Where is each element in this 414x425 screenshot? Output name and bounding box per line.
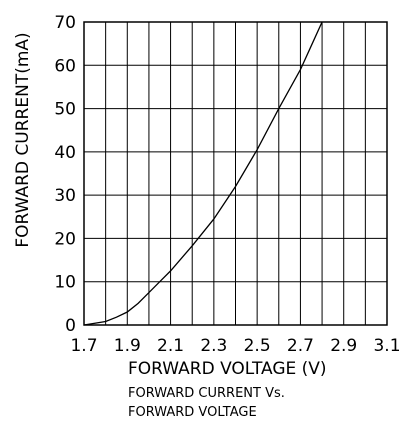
y-tick-label: 60 xyxy=(54,56,76,76)
x-tick-label: 2.3 xyxy=(200,336,227,356)
x-tick-label: 1.7 xyxy=(70,336,97,356)
y-tick-label: 30 xyxy=(54,186,76,206)
x-tick-label: 3.1 xyxy=(373,336,400,356)
x-tick-labels: 1.7 1.9 2.1 2.3 2.5 2.7 2.9 3.1 xyxy=(70,336,400,356)
x-tick-label: 2.9 xyxy=(330,336,357,356)
y-tick-label: 0 xyxy=(65,316,76,336)
caption-line-1: FORWARD CURRENT Vs. xyxy=(128,386,285,401)
y-tick-label: 10 xyxy=(54,273,76,293)
x-tick-label: 2.1 xyxy=(157,336,184,356)
y-tick-label: 70 xyxy=(54,13,76,33)
grid xyxy=(83,21,388,326)
y-axis-label: FORWARD CURRENT(mA) xyxy=(13,32,33,247)
x-tick-label: 1.9 xyxy=(114,336,141,356)
x-axis-label: FORWARD VOLTAGE (V) xyxy=(128,359,327,379)
y-tick-label: 20 xyxy=(54,229,76,249)
y-tick-labels: 0 10 20 30 40 50 60 70 xyxy=(54,13,76,336)
x-tick-label: 2.7 xyxy=(287,336,314,356)
plot-frame xyxy=(83,21,388,326)
x-tick-label: 2.5 xyxy=(244,336,271,356)
series-line xyxy=(83,21,323,326)
caption-line-2: FORWARD VOLTAGE xyxy=(128,405,257,420)
y-tick-label: 40 xyxy=(54,143,76,163)
y-tick-label: 50 xyxy=(54,100,76,120)
